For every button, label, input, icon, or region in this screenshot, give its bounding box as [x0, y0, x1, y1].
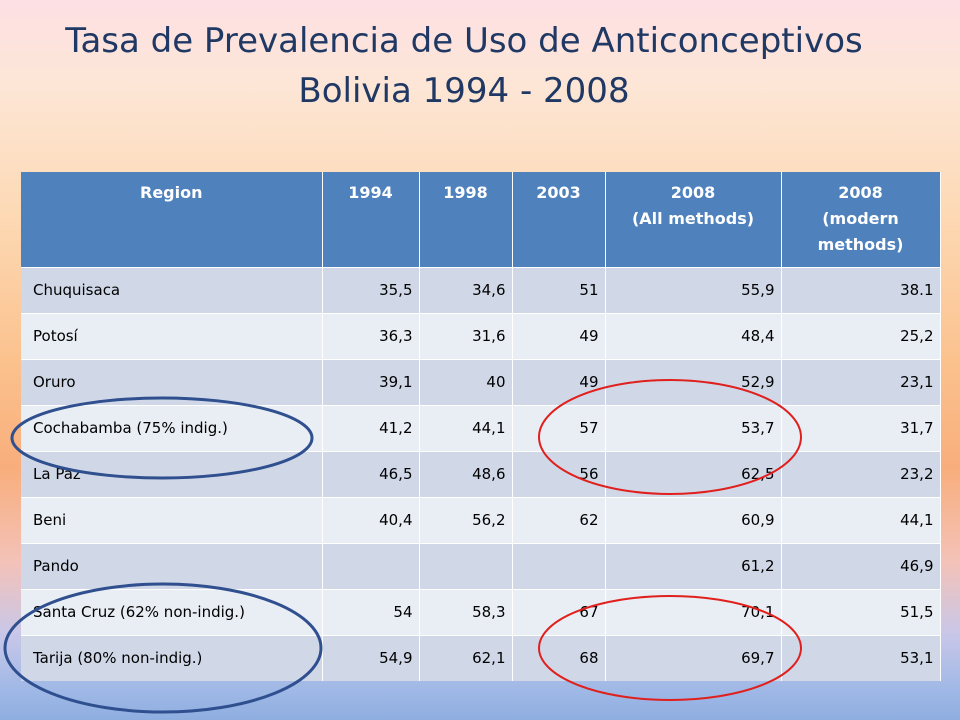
cell-2008-modern: 31,7 — [781, 404, 941, 451]
cell-1998: 56,2 — [419, 496, 513, 543]
cell-2008-modern: 38.1 — [781, 266, 941, 313]
cell-2003: 62 — [512, 496, 606, 543]
prevalence-table: Region 1994 1998 2003 2008 (All methods)… — [21, 172, 941, 681]
title-line-1: Tasa de Prevalencia de Uso de Anticoncep… — [65, 21, 863, 61]
table-row: Cochabamba (75% indig.) 41,2 44,1 57 53,7 31,… — [21, 404, 941, 451]
cell-2008-all: 61,2 — [605, 542, 782, 589]
cell-1994: 36,3 — [322, 312, 420, 359]
header-2008-modern-year: 2008 — [838, 183, 883, 202]
cell-1994: 54,9 — [322, 634, 420, 681]
cell-1998: 48,6 — [419, 450, 513, 497]
table-row: Oruro 39,1 40 49 52,9 23,1 — [21, 358, 941, 405]
cell-region: Beni — [21, 496, 323, 543]
cell-2003: 49 — [512, 358, 606, 405]
table-row: La Paz 46,5 48,6 56 62,5 23,2 — [21, 450, 941, 497]
table-row: Beni 40,4 56,2 62 60,9 44,1 — [21, 496, 941, 543]
table-row: Santa Cruz (62% non-indig.) 54 58,3 67 70,1 5… — [21, 588, 941, 635]
cell-1994: 40,4 — [322, 496, 420, 543]
table-row: Pando 61,2 46,9 — [21, 542, 941, 589]
cell-region: La Paz — [21, 450, 323, 497]
cell-region: Chuquisaca — [21, 266, 323, 313]
cell-2008-modern: 23,1 — [781, 358, 941, 405]
cell-region: Santa Cruz (62% non-indig.) — [21, 588, 323, 635]
header-region: Region — [21, 172, 323, 267]
cell-1998: 44,1 — [419, 404, 513, 451]
header-2008-all: 2008 (All methods) — [605, 172, 782, 267]
cell-1994: 41,2 — [322, 404, 420, 451]
cell-2003: 67 — [512, 588, 606, 635]
table-row: Chuquisaca 35,5 34,6 51 55,9 38.1 — [21, 266, 941, 313]
cell-2003: 68 — [512, 634, 606, 681]
cell-1994 — [322, 542, 420, 589]
cell-1998: 40 — [419, 358, 513, 405]
cell-2008-modern: 25,2 — [781, 312, 941, 359]
title-line-2: Bolivia 1994 - 2008 — [298, 71, 630, 111]
cell-1998: 58,3 — [419, 588, 513, 635]
cell-2008-all: 62,5 — [605, 450, 782, 497]
cell-2008-modern: 53,1 — [781, 634, 941, 681]
header-2008-all-year: 2008 — [670, 183, 716, 202]
cell-2008-all: 69,7 — [605, 634, 782, 681]
header-2003: 2003 — [512, 172, 606, 267]
cell-2008-all: 52,9 — [605, 358, 782, 405]
cell-region: Tarija (80% non-indig.) — [21, 634, 323, 681]
cell-1998: 34,6 — [419, 266, 513, 313]
header-2008-modern: 2008 (modern methods) — [781, 172, 941, 267]
cell-2003 — [512, 542, 606, 589]
header-1998: 1998 — [419, 172, 513, 267]
cell-1998: 62,1 — [419, 634, 513, 681]
cell-region: Potosí — [21, 312, 323, 359]
cell-1994: 39,1 — [322, 358, 420, 405]
header-2008-modern-sub: (modern methods) — [817, 209, 904, 254]
cell-2008-all: 55,9 — [605, 266, 782, 313]
cell-1994: 35,5 — [322, 266, 420, 313]
cell-region: Cochabamba (75% indig.) — [21, 404, 323, 451]
table-row: Tarija (80% non-indig.) 54,9 62,1 68 69,7 53,… — [21, 634, 941, 681]
cell-1994: 46,5 — [322, 450, 420, 497]
cell-2008-all: 48,4 — [605, 312, 782, 359]
cell-region: Pando — [21, 542, 323, 589]
cell-2003: 49 — [512, 312, 606, 359]
cell-1994: 54 — [322, 588, 420, 635]
table-header-row: Region 1994 1998 2003 2008 (All methods)… — [21, 172, 941, 267]
cell-2003: 51 — [512, 266, 606, 313]
cell-2008-modern: 44,1 — [781, 496, 941, 543]
cell-2003: 57 — [512, 404, 606, 451]
cell-2008-modern: 46,9 — [781, 542, 941, 589]
cell-1998: 31,6 — [419, 312, 513, 359]
header-1994: 1994 — [322, 172, 420, 267]
cell-2008-modern: 51,5 — [781, 588, 941, 635]
cell-2008-all: 70,1 — [605, 588, 782, 635]
cell-2008-all: 60,9 — [605, 496, 782, 543]
cell-region: Oruro — [21, 358, 323, 405]
cell-2008-modern: 23,2 — [781, 450, 941, 497]
cell-2008-all: 53,7 — [605, 404, 782, 451]
cell-1998 — [419, 542, 513, 589]
slide-title: Tasa de Prevalencia de Uso de Anticoncep… — [0, 16, 928, 116]
header-2008-all-sub: (All methods) — [631, 209, 755, 228]
table-row: Potosí 36,3 31,6 49 48,4 25,2 — [21, 312, 941, 359]
cell-2003: 56 — [512, 450, 606, 497]
